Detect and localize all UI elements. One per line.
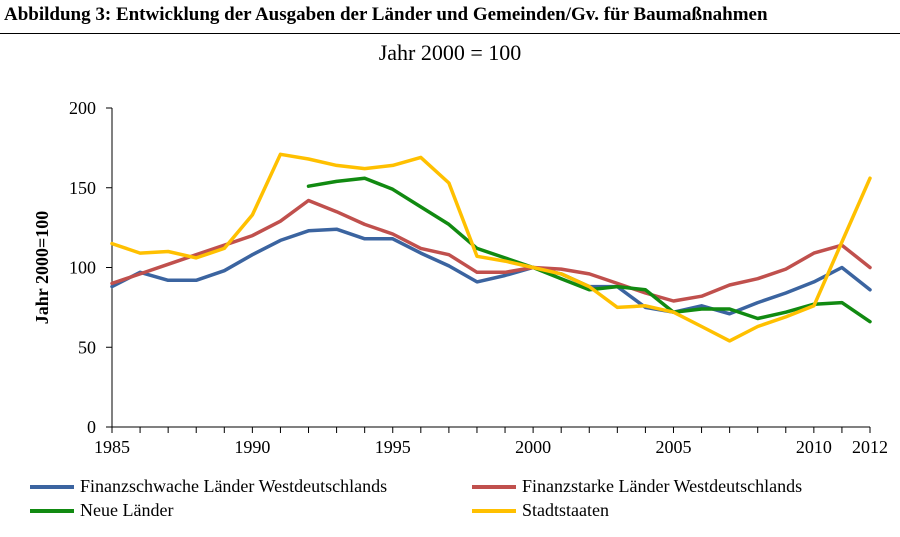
legend-item-finanzstarke: Finanzstarke Länder Westdeutschlands	[472, 476, 802, 497]
title-divider	[0, 33, 900, 34]
legend-item-stadtstaaten: Stadtstaaten	[472, 500, 609, 521]
y-tick-label: 50	[78, 337, 96, 357]
series-line-0	[110, 227, 872, 316]
y-tick-label: 0	[87, 417, 96, 437]
x-tick-label: 2000	[515, 437, 551, 457]
x-tick-label: 2005	[655, 437, 691, 457]
y-axis-label: Jahr 2000=100	[32, 211, 52, 324]
y-tick-label: 200	[69, 98, 96, 118]
series-line-1	[110, 198, 872, 303]
legend-item-neue-laender: Neue Länder	[30, 500, 173, 521]
legend-item-finanzschwache: Finanzschwache Länder Westdeutschlands	[30, 476, 387, 497]
legend-swatch	[30, 484, 74, 489]
figure-title: Abbildung 3: Entwicklung der Ausgaben de…	[4, 4, 768, 25]
legend-swatch	[30, 508, 74, 513]
x-tick-label: 1995	[375, 437, 411, 457]
series-line-2	[306, 176, 872, 324]
y-tick-label: 150	[69, 178, 96, 198]
figure-subtitle: Jahr 2000 = 100	[378, 40, 522, 65]
legend-label: Neue Länder	[80, 500, 174, 520]
x-tick-label: 1990	[234, 437, 270, 457]
x-tick-label: 2012	[852, 437, 888, 457]
legend-label: Finanzschwache Länder Westdeutschlands	[80, 476, 388, 496]
legend-swatch	[472, 508, 516, 513]
legend-label: Finanzstarke Länder Westdeutschlands	[522, 476, 803, 496]
series-line-3	[110, 152, 872, 343]
x-tick-label: 2010	[796, 437, 832, 457]
legend-swatch	[472, 484, 516, 489]
x-tick-label: 1985	[94, 437, 130, 457]
y-tick-label: 100	[69, 258, 96, 278]
legend-label: Stadtstaaten	[522, 500, 609, 520]
